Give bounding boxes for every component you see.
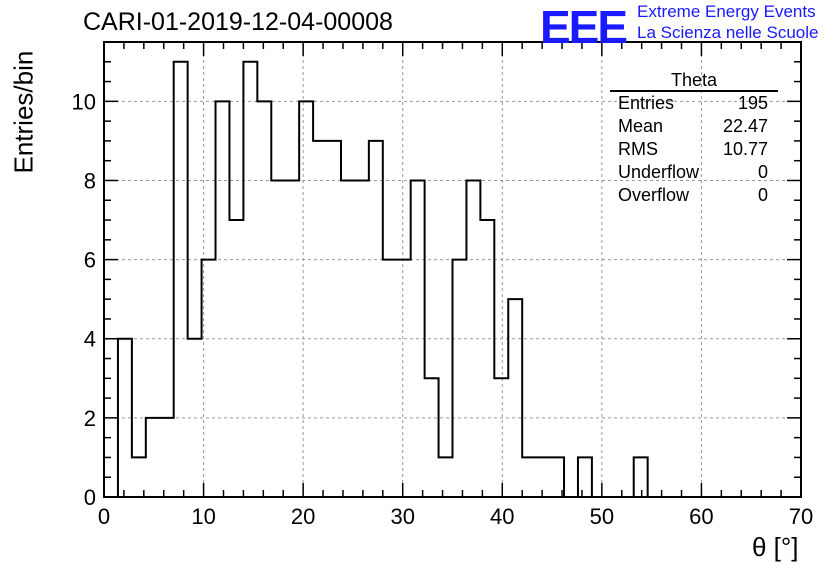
histogram-bar: [243, 62, 257, 497]
stats-row: Underflow 0: [610, 161, 778, 184]
histogram-bar: [453, 260, 467, 497]
x-tick-label: 0: [98, 504, 110, 529]
y-tick-label: 6: [84, 248, 96, 273]
histogram-bar: [369, 141, 383, 497]
x-tick-label: 30: [390, 504, 414, 529]
stats-label: Entries: [618, 93, 675, 113]
x-axis-label: θ [°]: [752, 532, 799, 562]
y-axis-label: Entries/bin: [8, 50, 39, 174]
histogram-bar: [257, 101, 271, 497]
x-tick-label: 70: [789, 504, 813, 529]
histogram-bar: [578, 457, 592, 497]
stats-row: Mean 22.47: [610, 115, 778, 138]
y-tick-label: 0: [84, 485, 96, 510]
histogram-bar: [174, 62, 188, 497]
histogram-bar: [216, 101, 230, 497]
stats-value: 0: [757, 162, 768, 182]
stats-row: RMS 10.77: [610, 138, 778, 161]
stats-label: Overflow: [618, 185, 690, 205]
histogram-bar: [634, 457, 648, 497]
y-axis: 0 2 4 6 8 10: [72, 41, 801, 510]
x-tick-label: 50: [590, 504, 614, 529]
histogram-bar: [383, 260, 397, 497]
histogram-bar: [146, 418, 160, 497]
stats-row: Entries 195: [610, 92, 778, 115]
y-tick-label: 2: [84, 406, 96, 431]
eee-logo: EEE: [540, 1, 628, 53]
logo-subtitle-1: Extreme Energy Events: [637, 2, 816, 21]
stats-title: Theta: [610, 70, 778, 92]
histogram-bar: [536, 457, 550, 497]
stats-row: Overflow 0: [610, 184, 778, 207]
histogram-bar: [327, 141, 341, 497]
histogram-bar: [508, 299, 522, 497]
histogram-bar: [313, 141, 327, 497]
histogram-bar: [299, 101, 313, 497]
stats-label: Underflow: [618, 162, 700, 182]
stats-label: Mean: [618, 116, 664, 136]
histogram-bar: [425, 378, 439, 497]
stats-label: RMS: [618, 139, 658, 159]
plot-frame: [103, 41, 802, 498]
chart-title: CARI-01-2019-12-04-00008: [83, 8, 393, 36]
x-tick-label: 10: [191, 504, 215, 529]
stats-value: 10.77: [722, 139, 768, 159]
histogram-bar: [397, 260, 411, 497]
x-tick-label: 40: [490, 504, 514, 529]
stats-value: 0: [757, 185, 768, 205]
y-tick-label: 10: [72, 89, 96, 114]
histogram-bar: [439, 457, 453, 497]
stats-value: 22.47: [722, 116, 768, 136]
x-axis: 0 10 20 30 40 50 60 70: [98, 42, 813, 529]
logo-subtitle-2: La Scienza nelle Scuole: [637, 23, 819, 42]
histogram-bar: [494, 378, 508, 497]
histogram-bar: [229, 220, 243, 497]
x-tick-label: 20: [291, 504, 315, 529]
x-tick-label: 60: [689, 504, 713, 529]
histogram-bars: [116, 60, 662, 498]
stats-box: Theta Entries 195 Mean 22.47 RMS 10.77 Unde…: [610, 70, 778, 207]
y-tick-label: 8: [84, 168, 96, 193]
y-tick-label: 4: [84, 327, 96, 352]
stats-value: 195: [737, 93, 768, 113]
histogram-bar: [160, 418, 174, 497]
histogram-bar: [480, 220, 494, 497]
histogram-outline: [116, 60, 662, 498]
histogram-bar: [522, 457, 536, 497]
